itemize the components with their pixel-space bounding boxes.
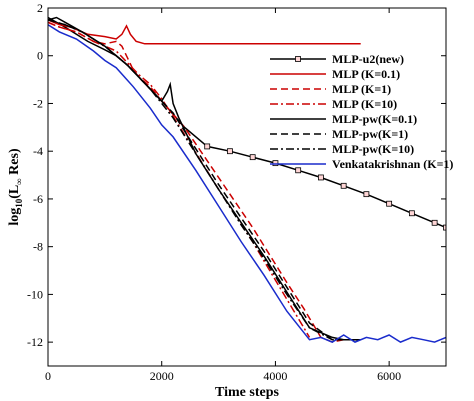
ticks-layer: 0 2000 4000 6000 2 0 -2 -4 -6 -8 -10 -12	[27, 1, 446, 383]
y-axis-label-inf: ∞	[14, 178, 24, 184]
series-line-6	[48, 19, 355, 341]
series-marker	[408, 210, 415, 217]
y-tick-label: 2	[37, 1, 43, 15]
series-marker	[295, 167, 302, 174]
y-tick-label: -8	[33, 240, 43, 254]
x-tick-label: 0	[45, 369, 51, 383]
series-marker	[431, 219, 438, 226]
legend: MLP-u2(new)MLP (K=0.1)MLP (K=1)MLP (K=10…	[270, 52, 453, 171]
legend-label-0: MLP-u2(new)	[332, 52, 404, 66]
series-line-7	[48, 24, 446, 343]
y-tick-label: 0	[37, 49, 43, 63]
legend-marker	[295, 56, 301, 62]
y-axis-label: log10(L∞ Res)	[7, 148, 24, 226]
series-marker	[340, 182, 347, 189]
series-line-5	[48, 19, 355, 341]
y-tick-label: -2	[33, 96, 43, 110]
legend-label-4: MLP-pw(K=0.1)	[332, 112, 417, 126]
y-axis-label-rest: Res)	[7, 148, 22, 178]
series-marker	[227, 148, 233, 155]
series-marker	[249, 154, 256, 161]
series-marker	[386, 200, 393, 207]
series-layer	[48, 16, 446, 343]
y-tick-label: -12	[27, 335, 43, 349]
legend-label-2: MLP (K=1)	[332, 82, 391, 96]
y-axis-label-main: log	[7, 208, 22, 226]
x-axis-label: Time steps	[215, 385, 279, 400]
x-tick-label: 6000	[377, 369, 401, 383]
legend-label-5: MLP-pw(K=1)	[332, 127, 408, 141]
series-line-4	[48, 16, 361, 341]
y-tick-label: -10	[27, 287, 43, 301]
series-marker	[363, 191, 370, 198]
series-marker	[318, 174, 324, 181]
legend-label-1: MLP (K=0.1)	[332, 67, 400, 81]
series-marker	[443, 224, 446, 231]
x-tick-label: 4000	[263, 369, 287, 383]
series-line-3	[48, 21, 311, 338]
x-tick-label: 2000	[150, 369, 174, 383]
y-tick-label: -4	[33, 144, 43, 158]
legend-label-6: MLP-pw(K=10)	[332, 142, 414, 156]
series-marker	[272, 160, 279, 167]
y-axis-label-sub: 10	[14, 198, 24, 208]
series-line-2	[48, 21, 344, 343]
plot-frame	[47, 7, 447, 367]
series-marker	[204, 143, 211, 150]
y-axis-label-paren: (L	[7, 185, 22, 199]
legend-label-7: Venkatakrishnan (K=1)	[332, 157, 453, 171]
legend-label-3: MLP (K=10)	[332, 97, 397, 111]
y-tick-label: -6	[33, 192, 43, 206]
